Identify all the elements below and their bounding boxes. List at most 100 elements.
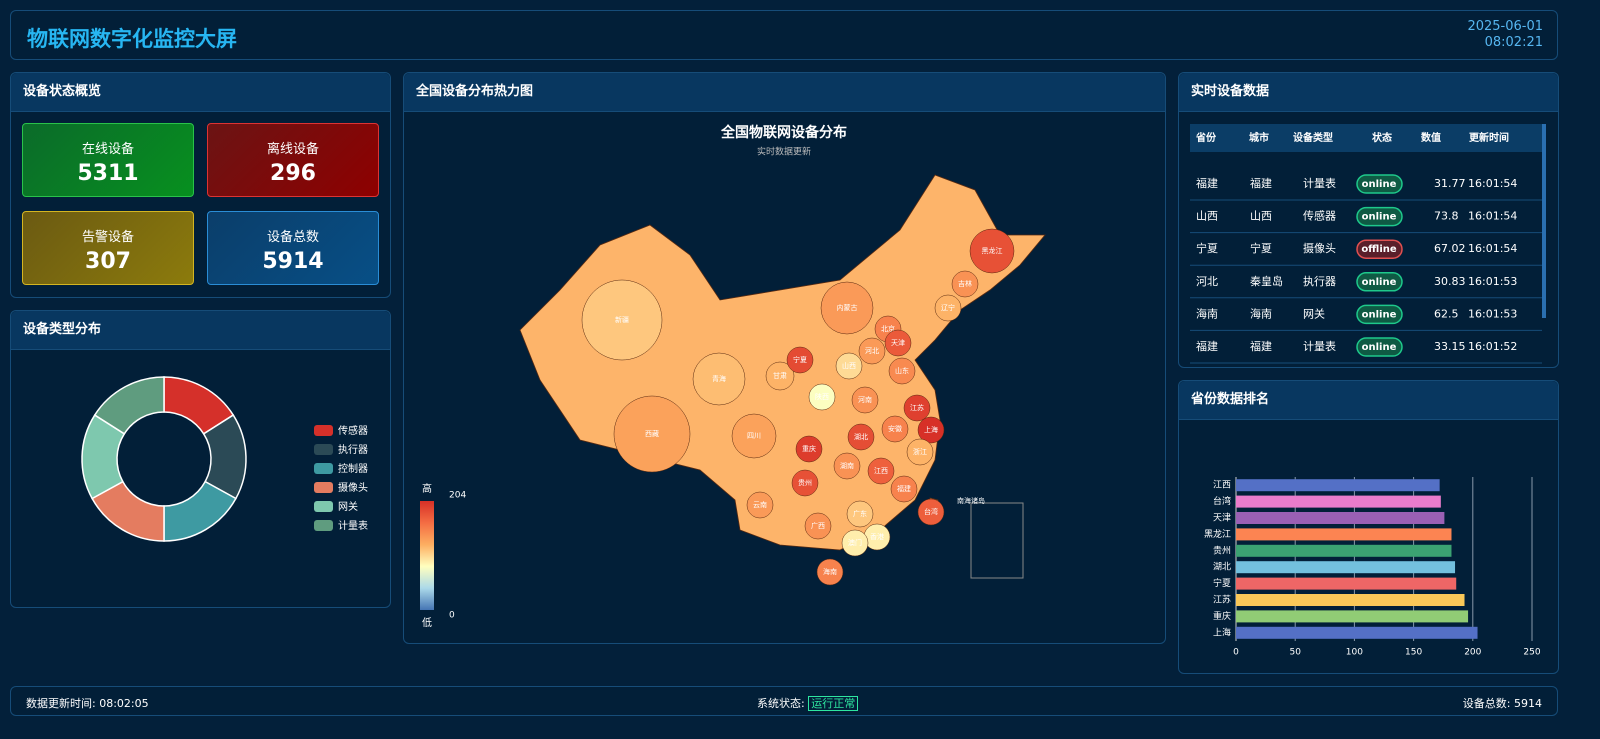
cell: 河北 (1196, 275, 1218, 288)
province (903, 394, 931, 422)
cell: 宁夏 (1250, 241, 1272, 255)
cell: 16:01:54 (1468, 177, 1517, 190)
status-card: 离线设备 296 (207, 123, 379, 197)
status-pill (1356, 304, 1403, 325)
province-label: 河北 (865, 347, 879, 355)
cell: 摄像头 (1303, 241, 1336, 255)
province (841, 529, 869, 557)
y-tick-label: 湖北 (1213, 562, 1231, 573)
status-card: 在线设备 5311 (22, 123, 194, 197)
province-label: 山东 (895, 366, 909, 375)
province (613, 395, 691, 473)
province (791, 469, 819, 497)
y-tick-label: 上海 (1213, 626, 1231, 638)
cell: 16:01:53 (1468, 275, 1517, 288)
province-label: 台湾 (924, 507, 938, 516)
x-tick-label: 0 (1233, 648, 1239, 658)
status: 运行正常 (808, 696, 859, 711)
x-tick-label: 100 (1346, 648, 1363, 658)
type-panel: 设备类型分布 (10, 310, 391, 608)
province-label: 内蒙古 (837, 303, 858, 312)
x-tick-label: 50 (1289, 648, 1301, 658)
time: 08:02:21 (1484, 35, 1543, 50)
x-tick-label: 200 (1464, 648, 1481, 658)
bar (1236, 495, 1441, 508)
province-label: 湖北 (854, 432, 868, 441)
province (881, 415, 909, 443)
province-label: 北京 (881, 324, 895, 333)
cell: 16:01:54 (1468, 242, 1517, 255)
table-header-bg (1190, 124, 1544, 152)
province-label: 辽宁 (941, 303, 955, 312)
y-tick-label: 黑龙江 (1204, 528, 1231, 540)
cell: 30.83 (1434, 275, 1466, 288)
x-tick-label: 150 (1405, 648, 1422, 658)
cell: 73.8 (1434, 210, 1459, 223)
panel-title: 省份数据排名 (1179, 381, 1558, 420)
y-tick-label: 重庆 (1213, 610, 1231, 622)
y-tick-label: 天津 (1213, 513, 1231, 524)
status-pill (1356, 174, 1403, 194)
vm-low: 低 (422, 616, 432, 629)
legend-swatch (314, 482, 333, 493)
province-label: 青海 (712, 374, 726, 383)
province-label: 重庆 (802, 444, 816, 453)
y-tick-label: 江西 (1213, 480, 1231, 491)
province (746, 491, 774, 519)
card-label: 在线设备 (81, 142, 134, 157)
province (581, 279, 663, 361)
cell: 31.77 (1434, 177, 1466, 190)
province (847, 423, 875, 451)
legend-swatch (314, 463, 333, 474)
province (692, 352, 746, 406)
nanhai-box (970, 502, 1024, 579)
legend-swatch (314, 501, 333, 512)
title: 物联网数字化监控大屏 (27, 27, 237, 51)
province (835, 352, 863, 380)
province-label: 福建 (897, 484, 911, 493)
cell: 计量表 (1303, 339, 1336, 353)
cell: 62.5 (1434, 307, 1459, 320)
table-header: 城市 (1249, 131, 1269, 144)
status-text: online (1362, 277, 1397, 288)
footer: 数据更新时间: 08:02:05 系统状态: 运行正常 设备总数: 5914 (10, 686, 1558, 716)
vm-min: 0 (449, 611, 455, 621)
table-header: 状态 (1372, 131, 1392, 144)
province (731, 413, 777, 459)
map-title: 全国物联网设备分布 (720, 124, 847, 141)
bar (1236, 610, 1469, 623)
vm-max: 204 (449, 491, 466, 501)
legend-label: 控制器 (338, 462, 368, 475)
status-text: online (1362, 342, 1397, 353)
vm-high: 高 (422, 482, 432, 495)
cell: 执行器 (1303, 274, 1336, 288)
province (890, 475, 918, 503)
province (917, 498, 945, 526)
province (833, 452, 861, 480)
province-label: 吉林 (958, 279, 972, 288)
status-card: 告警设备 307 (22, 211, 194, 285)
cell: 福建 (1196, 176, 1218, 190)
bar (1236, 626, 1478, 639)
province (765, 361, 795, 391)
province (969, 228, 1015, 274)
province-label: 香港 (870, 532, 884, 541)
cell: 山西 (1250, 210, 1272, 223)
cell: 秦皇岛 (1250, 274, 1283, 288)
card-label: 离线设备 (266, 142, 319, 157)
province-label: 海南 (823, 567, 837, 576)
status-text: online (1362, 212, 1397, 223)
card-value: 296 (270, 161, 316, 186)
province (851, 386, 879, 414)
bar (1236, 594, 1465, 606)
y-tick-label: 台湾 (1213, 495, 1231, 507)
province-label: 黑龙江 (982, 246, 1003, 255)
province-label: 浙江 (913, 447, 927, 456)
legend-swatch (314, 520, 333, 531)
bar (1236, 544, 1452, 557)
cell: 福建 (1250, 176, 1272, 190)
province (816, 558, 844, 586)
bar (1236, 479, 1440, 492)
